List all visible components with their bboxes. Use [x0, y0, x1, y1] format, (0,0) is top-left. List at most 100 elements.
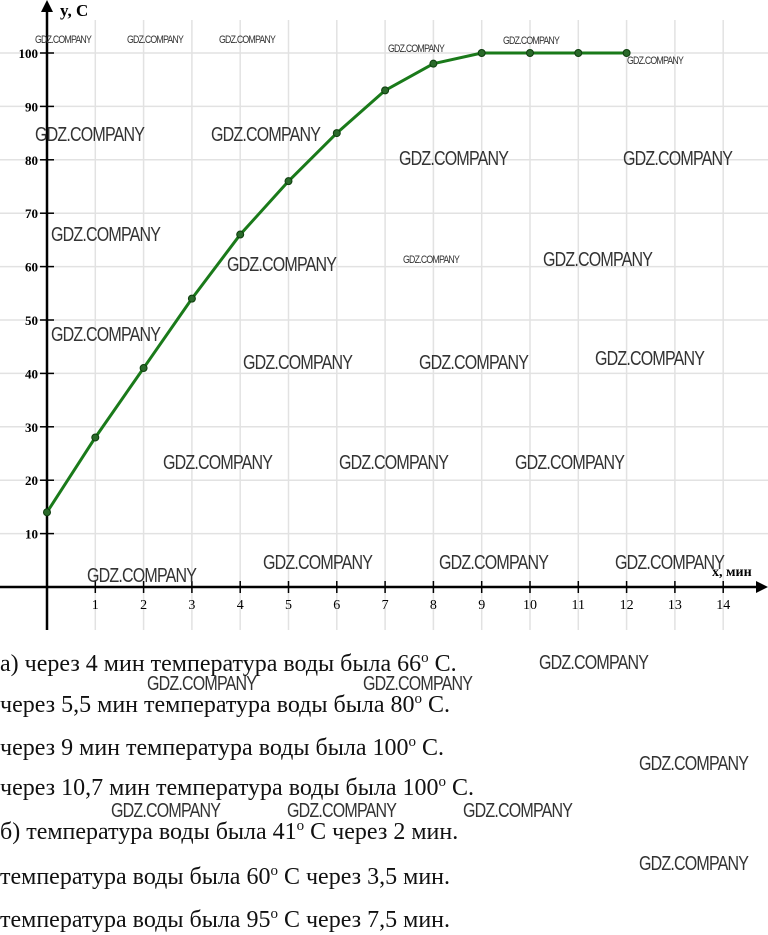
x-tick-label: 13: [668, 598, 682, 613]
answer-line: через 10,7 мин температура воды была 100…: [0, 774, 474, 802]
watermark: GDZ.COMPANY: [399, 148, 509, 170]
data-point: [332, 129, 341, 138]
watermark: GDZ.COMPANY: [219, 34, 276, 46]
x-tick-label: 2: [140, 598, 147, 613]
watermark: GDZ.COMPANY: [503, 35, 560, 47]
y-tick-label: 60: [25, 260, 38, 275]
x-axis-arrow: [756, 581, 768, 593]
degree-sign: o: [296, 818, 305, 834]
answer-line: температура воды была 60o С через 3,5 ми…: [0, 863, 450, 891]
watermark: GDZ.COMPANY: [595, 348, 705, 370]
answer-text: С через 7,5 мин.: [277, 907, 450, 933]
answer-text: температура воды была 60: [0, 864, 271, 890]
y-tick-label: 90: [25, 99, 38, 114]
watermark: GDZ.COMPANY: [263, 552, 373, 574]
x-tick-label: 4: [237, 598, 244, 613]
watermark: GDZ.COMPANY: [639, 853, 749, 875]
watermark: GDZ.COMPANY: [227, 254, 337, 276]
watermark: GDZ.COMPANY: [543, 249, 653, 271]
answer-text: через 5,5 мин температура воды была 80: [0, 692, 415, 718]
y-tick-label: 30: [25, 420, 38, 435]
answer-text: температура воды была 95: [0, 907, 271, 933]
y-tick-label: 20: [25, 473, 38, 488]
watermark: GDZ.COMPANY: [147, 673, 257, 695]
x-tick-label: 3: [188, 598, 195, 613]
data-point: [526, 49, 534, 57]
answer-text: С.: [445, 775, 474, 801]
watermark: GDZ.COMPANY: [339, 452, 449, 474]
y-tick-label: 100: [19, 46, 39, 61]
watermark: GDZ.COMPANY: [243, 352, 353, 374]
temperature-chart: 1 2 3 4 5 6 7 8 9 10 11 12 13 14102030405060708090100…: [0, 0, 768, 630]
x-tick-label: 12: [620, 598, 634, 613]
watermark: GDZ.COMPANY: [403, 254, 460, 266]
watermark: GDZ.COMPANY: [51, 224, 161, 246]
degree-sign: o: [421, 650, 429, 666]
watermark: GDZ.COMPANY: [163, 452, 273, 474]
degree-sign: o: [414, 691, 422, 707]
answer-text: С.: [421, 692, 450, 718]
y-tick-label: 10: [25, 527, 38, 542]
watermark: GDZ.COMPANY: [35, 124, 145, 146]
y-tick-label: 80: [25, 153, 38, 168]
answer-text: С.: [428, 651, 457, 677]
y-axis-arrow: [41, 0, 53, 12]
watermark: GDZ.COMPANY: [363, 673, 473, 695]
data-point: [187, 294, 196, 303]
y-tick-label: 40: [25, 366, 38, 381]
watermark: GDZ.COMPANY: [539, 652, 649, 674]
y-axis-label: y, С: [60, 1, 88, 20]
x-tick-label: 14: [716, 598, 730, 613]
x-axis-label: x, мин: [712, 565, 752, 580]
watermark: GDZ.COMPANY: [211, 124, 321, 146]
watermark: GDZ.COMPANY: [515, 452, 625, 474]
y-tick-label: 50: [25, 313, 38, 328]
watermark: GDZ.COMPANY: [51, 324, 161, 346]
answer-text: через 9 мин температура воды была 100: [0, 735, 409, 761]
y-tick-label: 70: [25, 206, 38, 221]
answer-text: С через 3,5 мин.: [277, 864, 450, 890]
degree-sign: o: [270, 906, 278, 922]
degree-sign: o: [270, 863, 278, 879]
x-tick-label: 8: [430, 598, 437, 613]
watermark: GDZ.COMPANY: [87, 565, 197, 587]
data-point: [429, 59, 438, 68]
watermark: GDZ.COMPANY: [627, 55, 684, 67]
answer-line: через 9 мин температура воды была 100o С…: [0, 734, 444, 762]
answer-line: через 5,5 мин температура воды была 80o …: [0, 691, 450, 719]
answer-text: С.: [415, 735, 444, 761]
answer-line: б) температура воды была 41o С через 2 м…: [0, 818, 458, 846]
answer-text: через 10,7 мин температура воды была 100: [0, 775, 439, 801]
data-point: [284, 177, 293, 186]
degree-sign: o: [438, 774, 446, 790]
watermark: GDZ.COMPANY: [127, 34, 184, 46]
watermark: GDZ.COMPANY: [439, 552, 549, 574]
data-point: [43, 508, 51, 517]
data-point: [381, 86, 390, 95]
watermark: GDZ.COMPANY: [287, 800, 397, 822]
answer-text: С через 2 мин.: [304, 819, 459, 845]
data-point: [574, 49, 583, 57]
watermark: GDZ.COMPANY: [35, 34, 92, 46]
x-tick-label: 11: [572, 598, 585, 613]
watermark: GDZ.COMPANY: [623, 148, 733, 170]
answer-text: а) через 4 мин температура воды была 66: [0, 651, 422, 677]
x-tick-label: 10: [523, 598, 537, 613]
data-point: [236, 230, 245, 239]
x-tick-label: 6: [333, 598, 340, 613]
watermark: GDZ.COMPANY: [615, 552, 725, 574]
x-tick-label: 1: [92, 598, 99, 613]
data-point: [91, 433, 100, 442]
x-tick-label: 5: [285, 598, 292, 613]
x-tick-label: 9: [478, 598, 485, 613]
answer-line: температура воды была 95o С через 7,5 ми…: [0, 906, 450, 934]
degree-sign: o: [408, 734, 416, 750]
watermark: GDZ.COMPANY: [388, 43, 445, 55]
watermark: GDZ.COMPANY: [111, 800, 221, 822]
answer-text: б) температура воды была 41: [0, 819, 297, 845]
watermark: GDZ.COMPANY: [639, 753, 749, 775]
data-point: [477, 49, 486, 57]
watermark: GDZ.COMPANY: [463, 800, 573, 822]
watermark: GDZ.COMPANY: [419, 352, 529, 374]
data-point: [139, 364, 148, 373]
